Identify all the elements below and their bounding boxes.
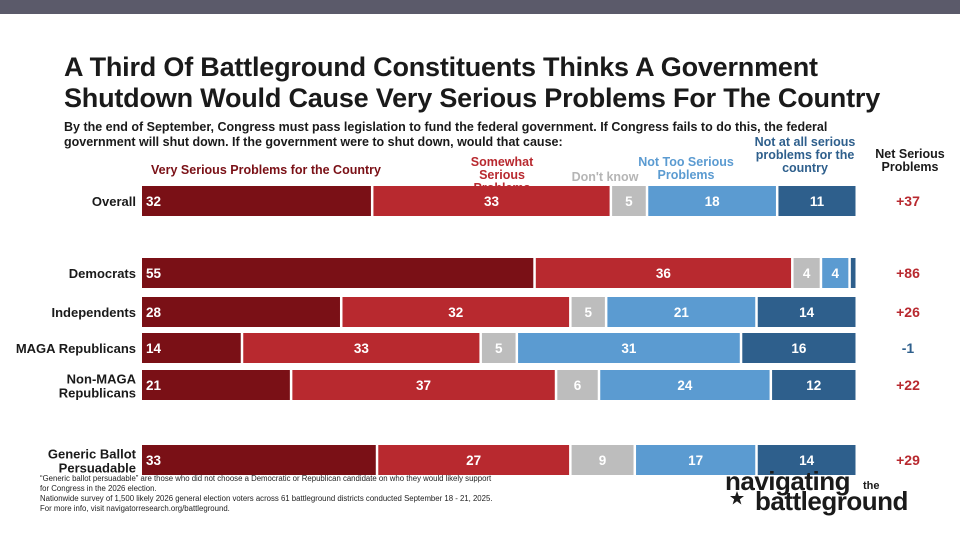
value-label-somewhat-serious: 33: [484, 194, 500, 209]
value-label-dont-know: 5: [584, 305, 592, 320]
value-label-dont-know: 9: [599, 453, 607, 468]
bar-very-serious: [142, 297, 340, 327]
category-label: Non-MAGA Republicans: [59, 372, 137, 401]
value-label-not-at-all: 12: [806, 378, 821, 393]
value-label-not-too-serious: 31: [621, 341, 637, 356]
value-label-not-at-all: 16: [791, 341, 807, 356]
header-not-too-serious: Not Too Serious Problems: [638, 155, 734, 182]
header-very-serious: Very Serious Problems for the Country: [151, 163, 381, 177]
value-label-very-serious: 28: [146, 305, 162, 320]
value-label-not-too-serious: 17: [688, 453, 703, 468]
logo-star-icon: [730, 491, 744, 505]
bar-not-at-all: [757, 445, 856, 475]
value-label-somewhat-serious: 27: [466, 453, 481, 468]
bar-not-too-serious: [518, 333, 740, 363]
header-not-at-all: Not at all serious problems for the coun…: [754, 135, 856, 175]
bar-dont-know: [571, 297, 605, 327]
net-value-overall: +37: [896, 193, 920, 209]
bar-somewhat-serious: [243, 333, 480, 363]
bar-very-serious: [142, 445, 376, 475]
header-dont-know: Don't know: [571, 170, 639, 184]
footnote-line: for Congress in the 2026 election.: [40, 484, 157, 493]
bar-somewhat-serious: [373, 186, 610, 216]
bar-not-at-all: [742, 333, 856, 363]
bar-not-too-serious: [607, 297, 756, 327]
bar-not-at-all: [757, 297, 856, 327]
bar-not-at-all: [772, 370, 856, 400]
net-value-democrats: +86: [896, 265, 920, 281]
question-text: By the end of September, Congress must p…: [64, 120, 828, 149]
bar-somewhat-serious: [535, 258, 792, 288]
net-value-non-maga-republicans: +22: [896, 377, 920, 393]
value-label-dont-know: 6: [574, 378, 582, 393]
value-label-not-too-serious: 18: [705, 194, 721, 209]
category-label: Overall: [92, 194, 136, 209]
value-label-very-serious: 21: [146, 378, 162, 393]
value-label-not-at-all: 14: [799, 453, 815, 468]
value-label-dont-know: 5: [495, 341, 503, 356]
value-label-very-serious: 55: [146, 266, 162, 281]
bar-not-too-serious: [636, 445, 756, 475]
logo-line-battleground: battleground: [755, 486, 908, 516]
footnote-line: Nationwide survey of 1,500 likely 2026 g…: [40, 494, 493, 503]
bar-somewhat-serious: [292, 370, 555, 400]
footnotes: “Generic ballot persuadable” are those w…: [40, 474, 600, 514]
bar-not-too-serious: [648, 186, 776, 216]
logo-line-navigating: navigating: [725, 466, 851, 496]
bar-not-at-all: [850, 258, 856, 288]
net-value-generic-ballot-persuadable: +29: [896, 452, 920, 468]
value-label-not-too-serious: 21: [674, 305, 690, 320]
value-label-dont-know: 4: [803, 266, 811, 281]
net-value-independents: +26: [896, 304, 920, 320]
bar-not-too-serious: [600, 370, 770, 400]
footnote-line: “Generic ballot persuadable” are those w…: [40, 474, 492, 483]
category-label: Generic Ballot Persuadable: [48, 447, 137, 476]
category-label: Independents: [51, 305, 136, 320]
value-label-somewhat-serious: 32: [448, 305, 463, 320]
bar-somewhat-serious: [378, 445, 570, 475]
value-label-very-serious: 32: [146, 194, 161, 209]
category-label: Democrats: [69, 266, 136, 281]
logo-the: the: [863, 480, 880, 492]
bar-dont-know: [481, 333, 516, 363]
value-label-very-serious: 14: [146, 341, 162, 356]
bar-very-serious: [142, 258, 534, 288]
header-net-serious: Net Serious Problems: [875, 147, 945, 174]
footnote-line: For more info, visit navigatorresearch.o…: [40, 504, 230, 513]
value-label-somewhat-serious: 36: [656, 266, 672, 281]
top-banner: [0, 0, 960, 14]
bar-not-at-all: [778, 186, 856, 216]
navigating-battleground-logo: navigating the battleground: [725, 466, 945, 518]
value-label-dont-know: 5: [625, 194, 633, 209]
bar-very-serious: [142, 186, 371, 216]
bar-dont-know: [793, 258, 820, 288]
value-label-not-at-all: 14: [799, 305, 815, 320]
value-label-not-too-serious: 4: [832, 266, 840, 281]
value-label-somewhat-serious: 37: [416, 378, 431, 393]
bar-dont-know: [571, 445, 634, 475]
bar-very-serious: [142, 333, 241, 363]
bar-somewhat-serious: [342, 297, 570, 327]
value-label-somewhat-serious: 33: [354, 341, 370, 356]
chart-title: A Third Of Battleground Constituents Thi…: [64, 52, 881, 113]
bar-dont-know: [557, 370, 598, 400]
bar-dont-know: [612, 186, 646, 216]
category-label: MAGA Republicans: [16, 341, 136, 356]
value-label-not-too-serious: 24: [677, 378, 693, 393]
value-label-very-serious: 33: [146, 453, 162, 468]
bar-very-serious: [142, 370, 290, 400]
net-value-maga-republicans: -1: [902, 340, 915, 356]
bar-not-too-serious: [822, 258, 849, 288]
value-label-not-at-all: 11: [810, 194, 825, 209]
